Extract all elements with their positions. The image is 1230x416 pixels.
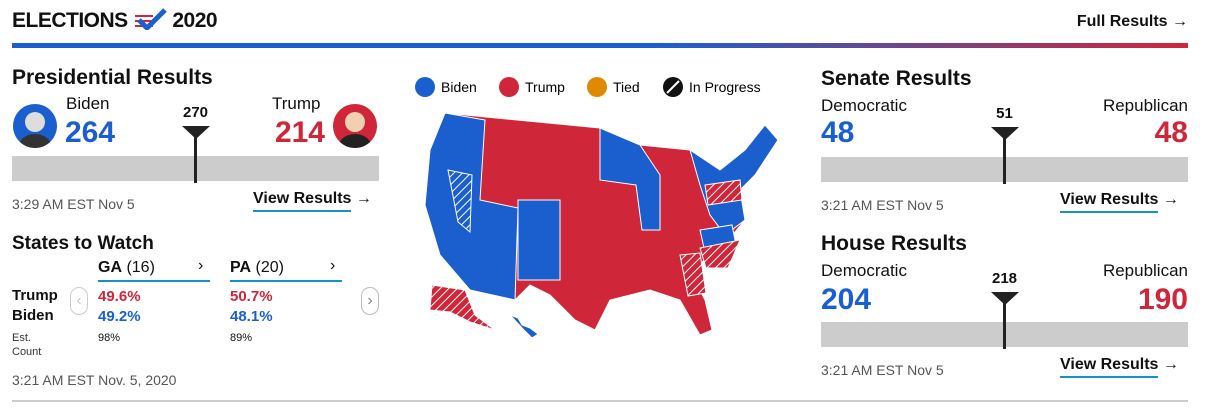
party-name: Republican [1102, 96, 1188, 115]
map-state [704, 179, 743, 206]
biden-pct: 49.2% [98, 308, 141, 325]
row-label: Trump [12, 287, 58, 304]
section-title: States to Watch [12, 233, 154, 254]
legend-swatch [499, 77, 519, 97]
view-results-link[interactable]: View Results → [1060, 356, 1179, 378]
map-state [689, 124, 779, 236]
state-header: PA (20) [230, 259, 342, 282]
map-hawaii [509, 314, 539, 339]
party-seats: 190 [1137, 283, 1188, 316]
map-state [447, 169, 473, 234]
legend-label: Biden [441, 79, 477, 95]
count-pct: 89% [230, 332, 253, 344]
state-chevron[interactable]: › [330, 257, 336, 274]
threshold-marker [181, 126, 210, 139]
updated-time: 3:21 AM EST Nov 5 [821, 197, 944, 213]
map-state [699, 239, 741, 269]
brand-right: 2020 [172, 9, 218, 32]
avatar [13, 104, 57, 148]
party-name: Republican [1102, 261, 1188, 280]
count-pct: 98% [98, 332, 121, 344]
section-title: Senate Results [821, 67, 972, 90]
map-state [424, 112, 519, 301]
threshold-marker [990, 127, 1019, 140]
next-button[interactable]: › [361, 287, 379, 315]
state-votes: (16) [126, 259, 155, 276]
avatar [333, 104, 377, 148]
candidate-name: Biden [66, 94, 110, 113]
candidate-name: Trump [272, 94, 321, 113]
map-state [517, 199, 561, 281]
link-text: Full Results [1076, 13, 1168, 30]
legend-label: Tied [613, 79, 640, 95]
map: Biden Trump Tied In Progress [415, 77, 779, 339]
brand-left: ELECTIONS [12, 9, 128, 32]
threshold-marker [990, 292, 1019, 305]
footer-rule [12, 400, 1188, 402]
map-alaska [429, 284, 496, 331]
threshold-label: 218 [991, 270, 1018, 287]
view-results-link[interactable]: View Results → [253, 190, 372, 212]
legend-label: Trump [525, 79, 565, 95]
threshold-line [1003, 298, 1006, 349]
state-header: GA (16) [98, 259, 210, 282]
state-chevron[interactable]: › [198, 257, 204, 274]
section-title: Presidential Results [12, 66, 213, 89]
party-name: Democratic [821, 96, 907, 115]
section-title: House Results [821, 232, 967, 255]
trump-pct: 50.7% [230, 288, 273, 305]
party-seats: 48 [821, 116, 855, 149]
state-name: GA [98, 259, 122, 276]
state-name: PA [230, 259, 252, 276]
map-state [679, 252, 707, 297]
state-votes: (20) [255, 259, 284, 276]
prev-button[interactable]: ‹ [70, 287, 88, 315]
candidate-votes: 214 [274, 116, 325, 149]
link-text: View Results [1060, 191, 1159, 213]
legend-hatch [666, 80, 680, 94]
header-rule [12, 43, 1188, 48]
threshold-label: 270 [182, 104, 209, 121]
link-text: View Results [253, 190, 352, 212]
link-text: View Results [1060, 356, 1159, 378]
threshold-line [1003, 133, 1006, 184]
legend-label: In Progress [689, 79, 761, 95]
updated-time: 3:29 AM EST Nov 5 [12, 196, 135, 212]
map-state [599, 127, 661, 231]
party-seats: 204 [821, 283, 872, 316]
party-seats: 48 [1154, 116, 1188, 149]
updated-time: 3:21 AM EST Nov. 5, 2020 [12, 372, 177, 388]
full-results-link[interactable]: Full Results → [1076, 13, 1188, 30]
threshold-line [194, 132, 197, 183]
trump-pct: 49.6% [98, 288, 141, 305]
logo [135, 8, 167, 32]
candidate-votes: 264 [65, 116, 116, 149]
count-label: Est. Count [12, 332, 42, 358]
updated-time: 3:21 AM EST Nov 5 [821, 362, 944, 378]
threshold-label: 51 [996, 105, 1013, 122]
brand: ELECTIONS 2020 [12, 8, 218, 33]
party-name: Democratic [821, 261, 907, 280]
legend-swatch [415, 77, 435, 97]
legend-swatch [587, 77, 607, 97]
row-label: Biden [12, 307, 54, 324]
biden-pct: 48.1% [230, 308, 273, 325]
view-results-link[interactable]: View Results → [1060, 191, 1179, 213]
